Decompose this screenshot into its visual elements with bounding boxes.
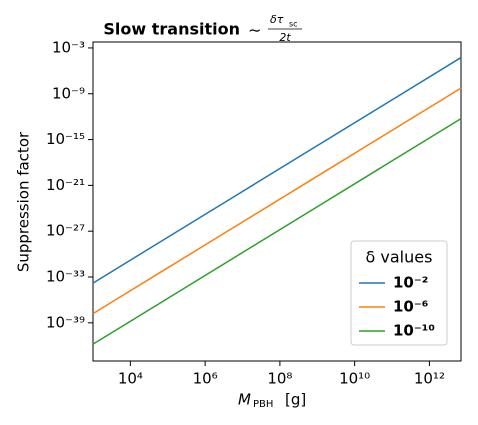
title-numerator: δτ — [270, 13, 284, 26]
y-tick-label: 10⁻⁹ — [52, 84, 85, 102]
title-denominator: 2t — [279, 31, 291, 44]
x-label-unit: [g] — [285, 391, 306, 409]
title-prefix: ∼ — [248, 21, 261, 40]
x-tick-label: 10⁸ — [267, 370, 292, 388]
y-tick-label: 10⁻³ — [52, 38, 85, 56]
title-numerator-sub: sc — [289, 20, 298, 29]
legend-box — [350, 240, 448, 346]
chart-title: Slow transition — [103, 20, 240, 39]
y-tick-label: 10⁻²¹ — [46, 176, 85, 194]
x-label-sub: PBH — [253, 399, 273, 410]
plot-frame — [92, 41, 462, 362]
y-tick-label: 10⁻³⁹ — [46, 313, 85, 331]
series-line — [92, 56, 462, 284]
y-tick-label: 10⁻²⁷ — [46, 222, 85, 240]
series-line — [92, 87, 462, 315]
legend-label: 10⁻¹⁰ — [393, 322, 435, 340]
x-label: M — [238, 391, 251, 409]
x-tick-label: 10¹⁰ — [339, 370, 370, 388]
legend-label: 10⁻⁶ — [393, 298, 428, 316]
legend-title: δ values — [366, 248, 433, 267]
legend-label: 10⁻² — [393, 274, 428, 292]
y-tick-label: 10⁻³³ — [46, 268, 85, 286]
y-tick-label: 10⁻¹⁵ — [46, 130, 85, 148]
x-tick-label: 10⁶ — [193, 370, 218, 388]
series-line — [92, 118, 462, 345]
y-label: Suppression factor — [15, 131, 33, 272]
x-tick-label: 10¹² — [414, 370, 445, 388]
x-tick-label: 10⁴ — [118, 370, 143, 388]
